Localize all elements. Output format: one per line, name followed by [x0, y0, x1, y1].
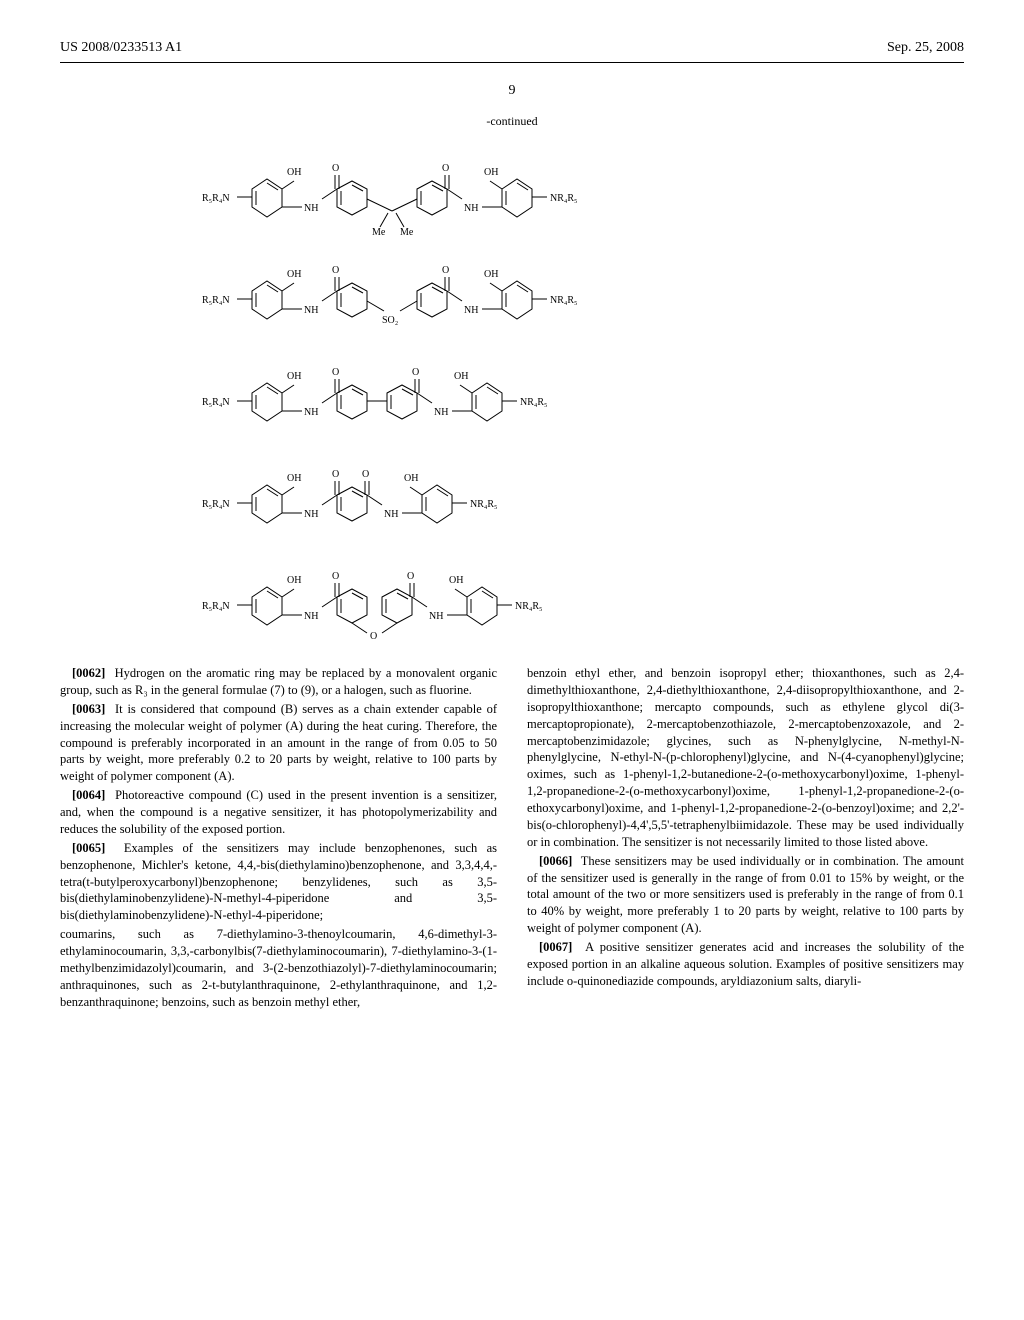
chem-structure-3: R₅R₄N OH O NH O NH OH NR₄R₅	[202, 343, 822, 441]
svg-text:O: O	[332, 265, 339, 276]
svg-text:O: O	[362, 469, 369, 480]
svg-text:O: O	[442, 163, 449, 174]
svg-text:O: O	[332, 367, 339, 378]
header-left: US 2008/0233513 A1	[60, 40, 182, 56]
para-67: [0067] A positive sensitizer generates a…	[527, 939, 964, 990]
svg-text:NR₄R₅: NR₄R₅	[515, 601, 543, 612]
svg-text:NH: NH	[304, 305, 318, 316]
svg-text:OH: OH	[287, 473, 301, 484]
continued-label: -continued	[60, 114, 964, 129]
svg-text:NH: NH	[429, 611, 443, 622]
text-columns: [0062] Hydrogen on the aromatic ring may…	[60, 665, 964, 1011]
svg-text:NH: NH	[304, 611, 318, 622]
svg-text:OH: OH	[404, 473, 418, 484]
svg-text:O: O	[412, 367, 419, 378]
svg-text:R₅R₄N: R₅R₄N	[202, 295, 230, 306]
svg-text:O: O	[332, 163, 339, 174]
svg-text:OH: OH	[449, 575, 463, 586]
svg-text:OH: OH	[454, 371, 468, 382]
svg-text:NR₄R₅: NR₄R₅	[520, 397, 548, 408]
para-66: [0066] These sensitizers may be used ind…	[527, 853, 964, 937]
svg-text:R₅R₄N: R₅R₄N	[202, 193, 230, 204]
svg-text:OH: OH	[287, 371, 301, 382]
svg-text:NR₄R₅: NR₄R₅	[550, 295, 578, 306]
svg-text:NH: NH	[304, 203, 318, 214]
svg-text:Me: Me	[400, 227, 414, 238]
svg-text:O: O	[370, 631, 377, 642]
header-right: Sep. 25, 2008	[887, 40, 964, 56]
svg-text:O: O	[332, 571, 339, 582]
svg-text:R₅R₄N: R₅R₄N	[202, 397, 230, 408]
svg-text:R₅R₄N: R₅R₄N	[202, 499, 230, 510]
svg-text:OH: OH	[287, 167, 301, 178]
para-65c: benzoin ethyl ether, and benzoin isoprop…	[527, 665, 964, 851]
chem-structure-2: R₅R₄N OH O NH SO₂ O NH OH NR₄R₅	[202, 241, 822, 339]
svg-text:NR₄R₅: NR₄R₅	[470, 499, 498, 510]
svg-text:OH: OH	[484, 167, 498, 178]
para-63: [0063] It is considered that compound (B…	[60, 701, 497, 785]
svg-text:O: O	[407, 571, 414, 582]
svg-text:NH: NH	[384, 509, 398, 520]
svg-text:NR₄R₅: NR₄R₅	[550, 193, 578, 204]
svg-text:SO₂: SO₂	[382, 315, 398, 326]
svg-text:O: O	[442, 265, 449, 276]
chem-structure-1: R₅R₄N OH O NH Me Me O NH OH NR₄R₅	[202, 139, 822, 237]
svg-text:OH: OH	[287, 575, 301, 586]
svg-text:NH: NH	[304, 407, 318, 418]
svg-text:NH: NH	[304, 509, 318, 520]
para-65a: [0065] Examples of the sensitizers may i…	[60, 840, 497, 924]
para-62: [0062] Hydrogen on the aromatic ring may…	[60, 665, 497, 699]
chem-structure-4: R₅R₄N OH O NH O NH OH NR₄R₅	[202, 445, 822, 543]
svg-text:OH: OH	[287, 269, 301, 280]
para-64: [0064] Photoreactive compound (C) used i…	[60, 787, 497, 838]
svg-text:OH: OH	[484, 269, 498, 280]
chem-structure-5: R₅R₄N OH O NH O O NH OH NR₄R₅	[202, 547, 822, 645]
svg-text:NH: NH	[464, 305, 478, 316]
page-number: 9	[60, 83, 964, 99]
svg-text:NH: NH	[464, 203, 478, 214]
svg-text:R₅R₄N: R₅R₄N	[202, 601, 230, 612]
svg-text:NH: NH	[434, 407, 448, 418]
svg-text:O: O	[332, 469, 339, 480]
para-65b: coumarins, such as 7-diethylamino-3-then…	[60, 926, 497, 1010]
chemical-structures: R₅R₄N OH O NH Me Me O NH OH NR₄R₅	[202, 139, 822, 645]
header-rule	[60, 62, 964, 63]
svg-text:Me: Me	[372, 227, 386, 238]
